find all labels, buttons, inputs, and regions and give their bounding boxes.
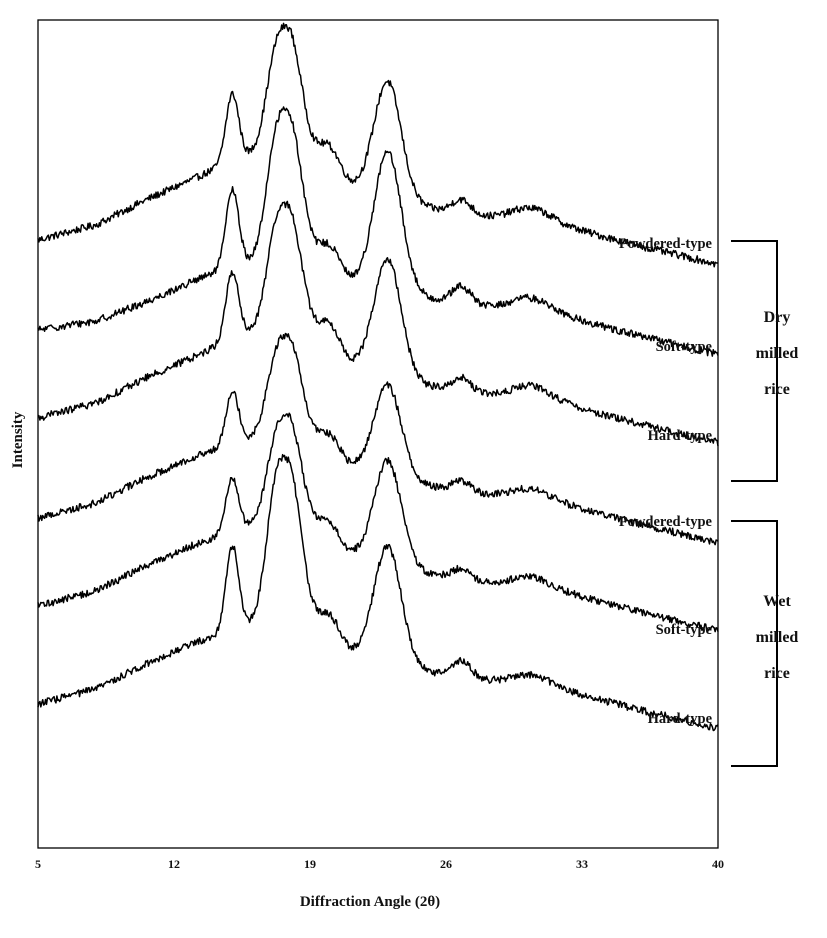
x-axis-label: Diffraction Angle (2θ) [300,894,440,910]
x-tick-label-33: 33 [576,857,588,871]
trace-label-3: Hard-type [648,428,713,444]
group-label-1-line-2: milled [756,345,799,362]
group-bracket-2 [731,520,778,767]
xrd-trace-4 [37,332,719,546]
xrd-trace-1 [37,22,719,268]
group-label-2-line-3: rice [764,665,790,682]
bracket-group [731,240,778,767]
group-label-1-line-3: rice [764,381,790,398]
trace-group [37,22,719,732]
y-axis-label: Intensity [10,411,26,468]
group-label-1-line-1: Dry [764,309,791,326]
x-tick-label-19: 19 [304,857,316,871]
x-tick-label-12: 12 [168,857,180,871]
trace-label-1: Powdered-type [619,236,713,252]
x-tick-group: 5 12 19 26 33 40 [35,857,724,871]
group-bracket-1 [731,240,778,482]
xrd-trace-2 [37,106,719,357]
trace-label-4: Powdered-type [619,514,713,530]
trace-label-6: Hard-type [648,711,713,727]
x-tick-label-26: 26 [440,857,452,871]
xrd-trace-5 [37,412,719,633]
x-tick-label-5: 5 [35,857,41,871]
xrd-trace-3 [37,200,719,447]
trace-label-5: Soft-type [656,622,713,638]
plot-frame [37,19,719,849]
group-label-2-line-2: milled [756,629,799,646]
x-tick-label-40: 40 [712,857,724,871]
trace-label-2: Soft-type [656,339,713,355]
group-label-group: Dry milled rice Wet milled rice [756,309,799,682]
trace-label-group: Powdered-type Soft-type Hard-type Powdered-… [619,236,713,727]
group-label-2-line-1: Wet [763,593,791,610]
xrd-trace-6 [37,453,719,732]
